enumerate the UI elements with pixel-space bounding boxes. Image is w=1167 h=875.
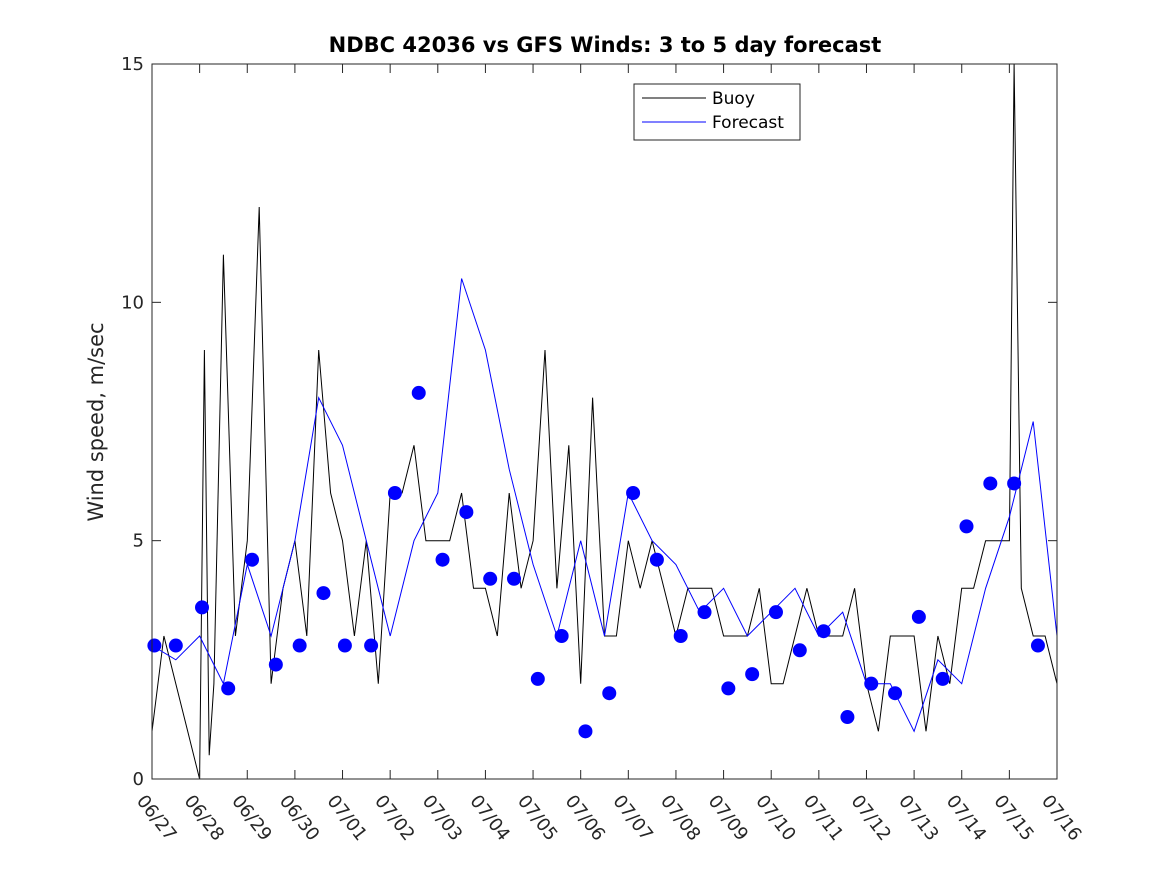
plot-area <box>152 64 1057 779</box>
forecast-marker-point <box>935 671 950 686</box>
forecast-marker-point <box>530 671 545 686</box>
forecast-marker-point <box>1007 476 1022 491</box>
forecast-marker-point <box>768 605 783 620</box>
forecast-marker-point <box>983 476 998 491</box>
forecast-marker-point <box>168 638 183 653</box>
forecast-marker-point <box>268 657 283 672</box>
y-tick-label: 10 <box>121 292 144 313</box>
forecast-marker-point <box>840 710 855 725</box>
legend-box <box>633 83 801 141</box>
y-axis-label: Wind speed, m/sec <box>84 322 108 521</box>
forecast-marker-point <box>221 681 236 696</box>
forecast-marker-point <box>792 643 807 658</box>
y-tick-label: 15 <box>121 54 144 75</box>
forecast-marker-point <box>316 586 331 601</box>
y-tick-label: 5 <box>133 531 144 552</box>
legend-forecast-label: Forecast <box>712 113 784 133</box>
forecast-marker-point <box>697 605 712 620</box>
y-tick-label: 0 <box>133 769 144 790</box>
forecast-marker-point <box>147 638 162 653</box>
forecast-marker-point <box>816 624 831 639</box>
chart-title: NDBC 42036 vs GFS Winds: 3 to 5 day fore… <box>329 33 882 57</box>
forecast-marker-point <box>364 638 379 653</box>
forecast-marker-point <box>959 519 974 534</box>
forecast-marker-point <box>483 571 498 586</box>
y-axis-ticks: 0 5 10 15 <box>121 54 1057 790</box>
forecast-marker-point <box>554 629 569 643</box>
forecast-marker-point <box>411 385 426 400</box>
forecast-marker-point <box>673 629 688 643</box>
forecast-marker-point <box>292 638 307 653</box>
forecast-marker-point <box>626 486 641 500</box>
axes-box <box>151 63 1058 780</box>
forecast-marker-point <box>245 552 260 567</box>
forecast-marker-point <box>387 486 402 500</box>
forecast-marker-point <box>864 676 879 691</box>
forecast-marker-point <box>649 552 664 567</box>
forecast-marker-point <box>578 724 593 739</box>
forecast-marker-point <box>888 686 903 701</box>
forecast-marker-point <box>1030 638 1045 653</box>
forecast-marker-point <box>721 681 736 696</box>
forecast-series-line <box>151 278 1058 733</box>
forecast-marker-point <box>602 686 617 701</box>
legend-buoy-label: Buoy <box>712 89 755 109</box>
forecast-marker-point <box>337 638 352 653</box>
plot-content <box>147 63 1058 780</box>
forecast-marker-point <box>195 600 210 615</box>
forecast-marker-point <box>435 552 450 567</box>
forecast-marker-point <box>911 609 926 624</box>
legend: Buoy Forecast <box>633 83 801 141</box>
forecast-marker-point <box>507 571 521 586</box>
forecast-marker-point <box>745 667 760 682</box>
forecast-marker-point <box>459 505 474 520</box>
